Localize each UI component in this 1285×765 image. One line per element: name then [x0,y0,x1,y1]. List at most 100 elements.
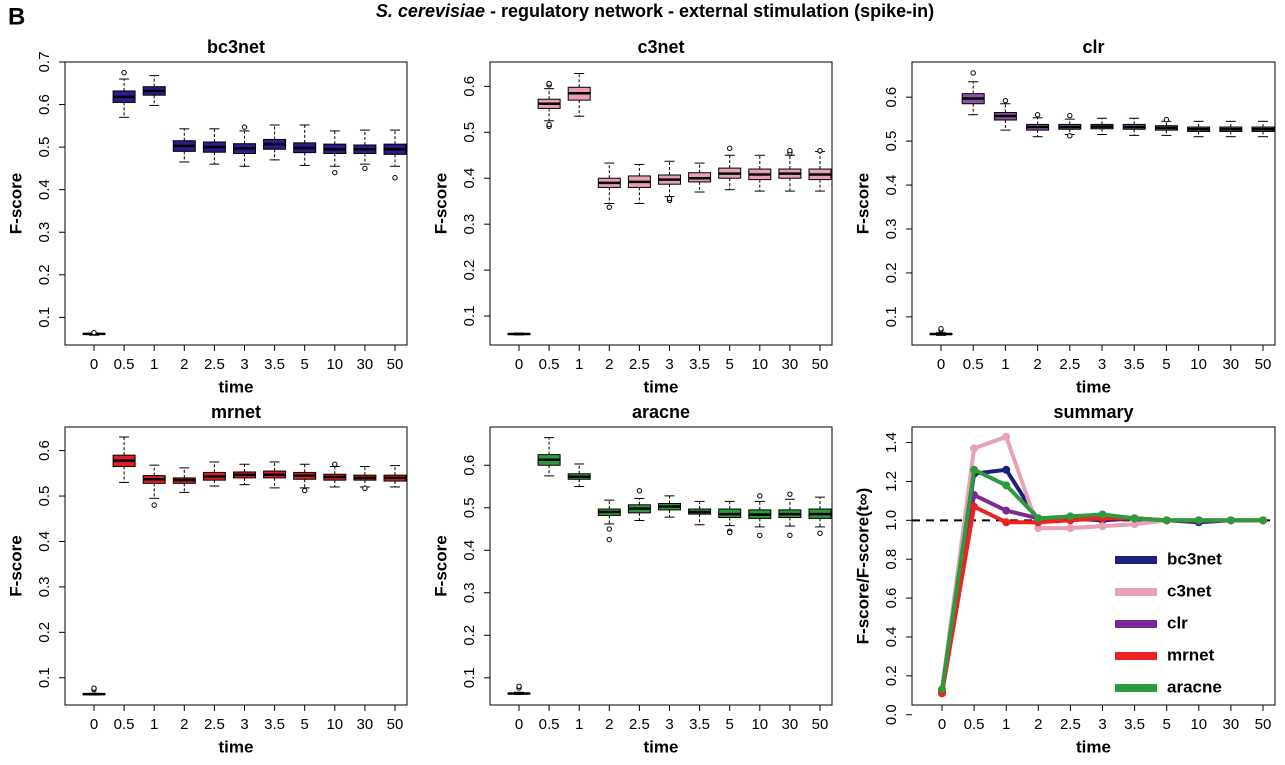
x-tick-label: 5 [1163,716,1171,733]
point [1162,516,1171,525]
y-tick-label: 0.5 [883,131,900,152]
y-tick-label: 1.2 [883,471,900,492]
x-tick-label: 2.5 [629,716,650,733]
x-tick-label: 50 [1255,356,1272,373]
legend-label: c3net [1167,581,1212,600]
x-tick-label: 2 [180,356,188,373]
y-tick-label: 0.1 [461,667,478,688]
x-tick-label: 5 [726,716,734,733]
outlier [817,147,823,154]
x-axis-label: time [1076,737,1111,756]
y-axis-label: F-score [431,173,450,234]
point [970,502,979,511]
point [1002,506,1011,515]
outlier [121,69,127,76]
x-tick-label: 0 [938,716,946,733]
x-tick-label: 2 [1034,716,1042,733]
x-tick-label: 5 [301,356,309,373]
outlier [241,124,248,130]
point [1066,524,1075,533]
x-tick-label: 2.5 [629,356,650,373]
point [1098,522,1107,531]
y-tick-label: 1.4 [883,432,900,453]
x-tick-label: 2 [605,356,613,373]
point [970,444,979,453]
y-tick-label: 0.2 [36,622,53,643]
x-tick-label: 10 [751,356,768,373]
panel-title: aracne [632,402,690,422]
plot-frame [64,426,408,706]
x-tick-label: 2 [1033,356,1041,373]
x-tick-label: 2.5 [1060,716,1081,733]
x-tick-label: 10 [1190,356,1207,373]
x-tick-label: 3 [240,356,248,373]
y-axis-label: F-score/F-score(t∞) [853,488,872,645]
y-tick-label: 0.3 [461,582,478,603]
y-axis-label: F-score [6,535,25,596]
y-tick-label: 0.4 [36,179,53,200]
outlier [332,169,338,176]
outlier [1002,97,1009,104]
panel-title: summary [1053,402,1133,422]
outlier [91,329,97,336]
y-tick-label: 0.2 [461,625,478,646]
y-tick-label: 0.2 [883,263,900,284]
y-tick-label: 0.7 [36,52,53,73]
x-tick-label: 5 [301,716,309,733]
y-tick-label: 0.3 [461,214,478,235]
x-tick-label: 30 [357,716,374,733]
outlier [666,195,673,202]
x-tick-label: 50 [812,356,829,373]
x-tick-label: 2 [180,716,188,733]
x-tick-label: 1 [150,716,158,733]
y-tick-label: 0.5 [36,137,53,158]
y-tick-label: 0.5 [36,486,53,507]
outlier [516,683,522,689]
x-tick-label: 0.5 [114,716,135,733]
x-tick-label: 0 [90,716,98,733]
x-tick-label: 1 [1002,716,1010,733]
x-tick-label: 30 [782,716,799,733]
outlier [787,491,793,497]
outlier [362,165,368,172]
series-line [940,503,1263,694]
outlier [546,80,552,87]
x-tick-label: 0.5 [114,356,135,373]
outlier [636,488,643,494]
y-tick-label: 0.8 [883,549,900,570]
y-tick-label: 0.2 [461,260,478,281]
outlier [91,685,97,691]
point [1002,465,1011,474]
outlier [392,175,398,181]
legend-label: clr [1167,613,1188,632]
outlier [302,487,308,494]
x-tick-label: 0 [515,716,523,733]
outlier [606,536,612,543]
point [1002,518,1011,527]
point [1034,524,1043,533]
point [1066,512,1075,521]
outlier [970,70,976,76]
x-tick-label: 1 [1001,356,1009,373]
x-tick-label: 2.5 [204,716,225,733]
outlier [787,147,793,154]
y-tick-label: 0.3 [36,222,53,243]
x-tick-label: 50 [1255,716,1272,733]
y-axis-label: F-score [6,173,25,234]
x-tick-label: 3.5 [264,716,285,733]
outlier [546,121,552,128]
x-tick-label: 3 [240,716,248,733]
y-tick-label: 0.2 [36,264,53,285]
point [1098,510,1107,519]
outlier [362,485,368,492]
x-tick-label: 3.5 [264,356,285,373]
panel-title: clr [1082,37,1104,57]
x-tick-label: 0 [515,356,523,373]
outlier [817,530,823,536]
x-axis-label: time [219,737,254,756]
plot-frame [64,61,408,346]
outlier [332,461,338,467]
y-tick-label: 0.4 [883,627,900,648]
